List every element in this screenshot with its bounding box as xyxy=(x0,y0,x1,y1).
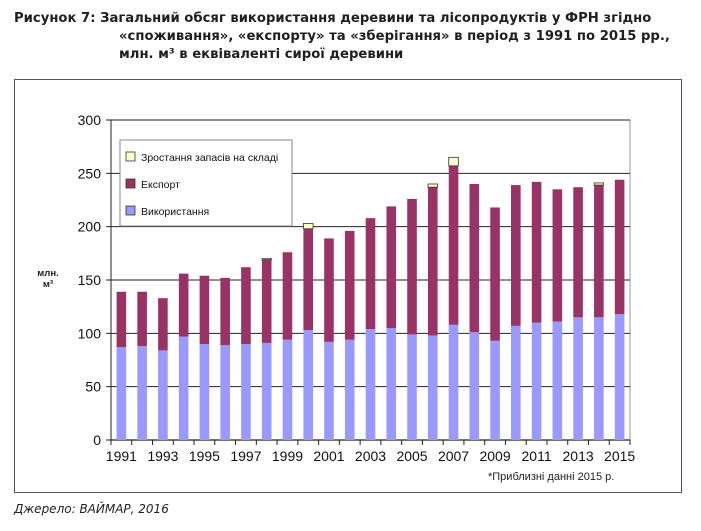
x-tick-label: 2009 xyxy=(479,448,510,464)
bar-export-1991 xyxy=(116,291,127,348)
x-tick-label: 1999 xyxy=(272,448,303,464)
bar-export-2003 xyxy=(365,218,376,330)
bar-usage-2007 xyxy=(448,324,459,440)
legend-box xyxy=(119,139,293,227)
y-tick-label: 50 xyxy=(85,379,101,395)
x-tick-label: 2013 xyxy=(563,448,594,464)
x-tick-label: 1995 xyxy=(189,448,220,464)
bar-export-1996 xyxy=(220,277,230,346)
bar-usage-1994 xyxy=(178,336,189,440)
legend-swatch xyxy=(125,151,136,162)
y-tick-label: 200 xyxy=(78,219,102,235)
bar-usage-2008 xyxy=(469,332,480,440)
bar-export-2011 xyxy=(531,181,542,323)
bar-export-1993 xyxy=(158,298,168,351)
source-note: Джерело: ВАЙМАР, 2016 xyxy=(14,502,169,516)
bar-export-1994 xyxy=(178,273,189,337)
x-tick-label: 2003 xyxy=(355,448,386,464)
bar-export-2010 xyxy=(511,185,521,326)
bar-export-2004 xyxy=(386,206,397,328)
bar-export-2002 xyxy=(344,230,355,340)
bar-export-2000 xyxy=(303,228,314,331)
y-tick-label: 150 xyxy=(78,272,102,288)
bar-usage-2010 xyxy=(511,325,521,440)
bar-usage-1991 xyxy=(116,347,127,440)
bar-usage-2000 xyxy=(303,330,314,440)
bar-usage-1999 xyxy=(282,339,293,440)
x-tick-label: 1991 xyxy=(106,448,137,464)
y-tick-label: 250 xyxy=(78,165,102,181)
chart-frame xyxy=(14,79,682,493)
bar-usage-2001 xyxy=(324,341,334,440)
bar-stock-2014 xyxy=(593,182,605,186)
y-axis-label-line1: млн. xyxy=(37,268,58,279)
legend-swatch xyxy=(125,205,136,216)
bar-export-2012 xyxy=(552,189,563,322)
y-tick-label: 100 xyxy=(78,325,102,341)
y-axis-label-line2: м³ xyxy=(43,279,53,290)
bar-export-2001 xyxy=(324,238,334,342)
bar-stock-1998 xyxy=(261,258,272,261)
bar-usage-2003 xyxy=(365,329,376,440)
bar-usage-1993 xyxy=(158,350,168,440)
bar-export-2005 xyxy=(407,198,417,335)
y-tick-label: 300 xyxy=(78,112,102,128)
bar-export-1995 xyxy=(199,275,210,344)
bar-export-1992 xyxy=(137,291,147,347)
bar-usage-1998 xyxy=(261,342,272,440)
bar-usage-2004 xyxy=(386,328,397,440)
bar-usage-2014 xyxy=(594,317,604,440)
chart-note: *Приблизні данні 2015 р. xyxy=(488,471,614,483)
bar-usage-2011 xyxy=(531,322,542,440)
legend-label: Експорт xyxy=(141,179,180,191)
bar-usage-1995 xyxy=(199,344,210,440)
bar-export-2007 xyxy=(448,165,459,325)
bar-stock-2000 xyxy=(303,223,314,230)
bar-export-2015 xyxy=(614,179,625,315)
x-tick-label: 1993 xyxy=(147,448,178,464)
bar-usage-1996 xyxy=(220,345,230,440)
chart-title: Рисунок 7: Загальний обсяг використання … xyxy=(14,10,694,64)
bar-usage-2009 xyxy=(490,340,500,440)
bar-usage-1992 xyxy=(137,346,147,440)
chart-title-line1: Рисунок 7: Загальний обсяг використання … xyxy=(14,11,652,26)
y-tick-label: 0 xyxy=(93,432,101,448)
x-tick-label: 2001 xyxy=(313,448,344,464)
bar-usage-2002 xyxy=(344,339,355,440)
bar-usage-2006 xyxy=(427,335,438,440)
legend-swatch xyxy=(125,178,136,189)
chart-title-line2: «споживання», «експорту» та «зберігання»… xyxy=(119,29,670,44)
bar-usage-2005 xyxy=(407,334,417,440)
bar-export-2008 xyxy=(469,184,480,333)
x-tick-label: 2015 xyxy=(604,448,635,464)
bar-usage-2015 xyxy=(614,314,625,440)
x-tick-label: 2007 xyxy=(438,448,469,464)
bar-export-2006 xyxy=(427,187,438,336)
legend-label: Використання xyxy=(141,206,209,218)
x-tick-label: 2011 xyxy=(522,448,552,464)
bar-export-1999 xyxy=(282,252,293,340)
chart-title-line3: млн. м³ в еквіваленті сирої деревини xyxy=(119,47,404,62)
bar-usage-2012 xyxy=(552,321,563,440)
x-tick-label: 2005 xyxy=(396,448,427,464)
bar-export-2014 xyxy=(594,185,604,318)
bar-stock-2007 xyxy=(448,156,459,167)
bar-export-1997 xyxy=(241,267,251,344)
bar-export-2009 xyxy=(490,207,500,341)
x-tick-label: 1997 xyxy=(230,448,261,464)
legend-label: Зростання запасів на складі xyxy=(141,152,278,164)
bar-stock-2006 xyxy=(427,183,438,188)
bar-export-2013 xyxy=(573,187,583,318)
bar-usage-2013 xyxy=(573,317,583,440)
bar-export-1998 xyxy=(261,259,272,343)
bar-usage-1997 xyxy=(241,344,251,440)
